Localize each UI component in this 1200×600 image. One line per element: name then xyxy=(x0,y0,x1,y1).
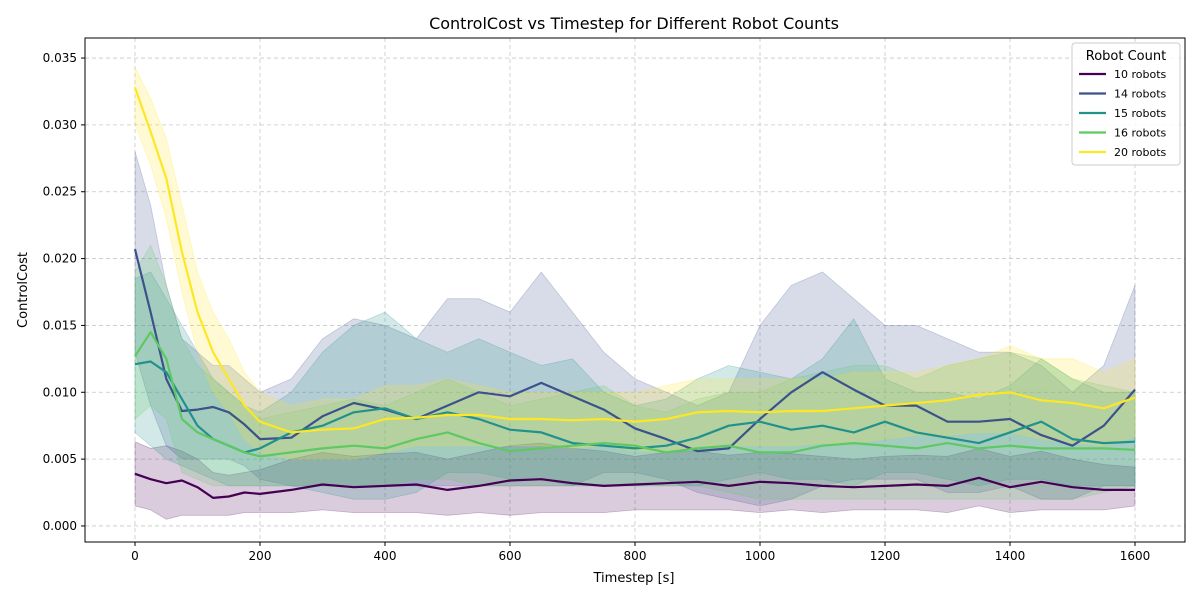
chart-title: ControlCost vs Timestep for Different Ro… xyxy=(429,14,839,33)
series-line-16-robots xyxy=(134,331,1136,458)
series-line-10-robots xyxy=(134,472,1135,499)
y-tick-label: 0.000 xyxy=(43,519,77,533)
x-tick-label: 1400 xyxy=(995,549,1026,563)
legend-label: 20 robots xyxy=(1114,146,1167,159)
x-axis-label: Timestep [s] xyxy=(593,571,675,586)
legend-title: Robot Count xyxy=(1086,49,1166,64)
y-axis-label: ControlCost xyxy=(16,252,31,328)
y-tick-label: 0.035 xyxy=(43,51,77,65)
y-tick-label: 0.010 xyxy=(43,385,77,399)
band-15-robots xyxy=(134,271,1136,500)
band-20-robots xyxy=(134,67,1136,460)
y-tick-label: 0.020 xyxy=(43,252,77,266)
x-tick-label: 1000 xyxy=(745,549,776,563)
x-tick-label: 0 xyxy=(131,549,139,563)
series-line-14-robots xyxy=(133,248,1136,453)
x-tick-label: 400 xyxy=(374,549,397,563)
legend-label: 15 robots xyxy=(1114,107,1167,120)
legend-label: 10 robots xyxy=(1114,68,1167,81)
y-tick-label: 0.030 xyxy=(43,118,77,132)
band-10-robots xyxy=(134,441,1136,520)
legend-label: 14 robots xyxy=(1114,88,1167,101)
x-axis-ticks: 0 200 400 600 800 1000 1200 1400 1600 xyxy=(131,542,1150,563)
y-tick-label: 0.025 xyxy=(43,185,77,199)
y-axis-ticks: 0.000 0.005 0.010 0.015 0.020 0.025 0.030 0.035 xyxy=(43,51,85,533)
x-tick-label: 200 xyxy=(249,549,272,563)
mean-lines xyxy=(133,87,1136,499)
legend: Robot Count 10 robots 14 robots 15 robots 1… xyxy=(1071,42,1181,166)
legend-label: 16 robots xyxy=(1114,127,1167,140)
series-line-20-robots xyxy=(133,87,1136,434)
y-tick-label: 0.005 xyxy=(43,452,77,466)
std-bands xyxy=(134,67,1136,520)
y-tick-label: 0.015 xyxy=(43,318,77,332)
x-tick-label: 1600 xyxy=(1120,549,1151,563)
x-tick-label: 800 xyxy=(624,549,647,563)
x-tick-label: 600 xyxy=(499,549,522,563)
x-tick-label: 1200 xyxy=(870,549,901,563)
